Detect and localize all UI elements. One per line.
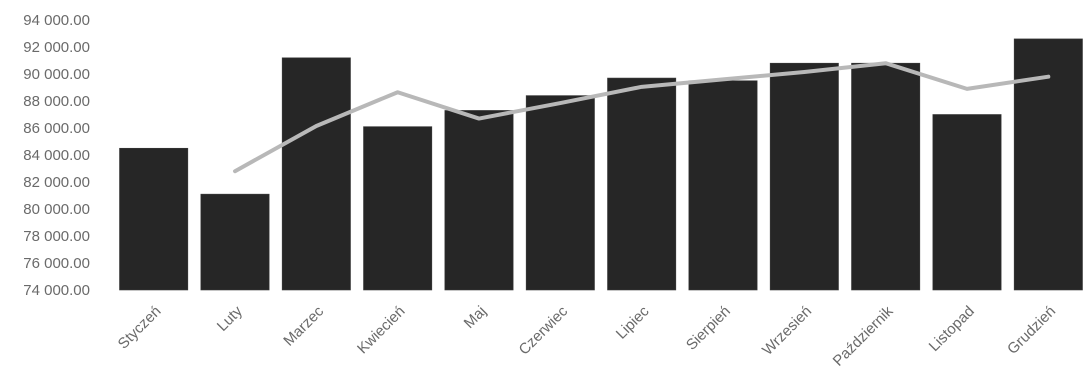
bar <box>444 110 514 291</box>
y-tick-label: 90 000.00 <box>23 66 90 83</box>
x-category-label: Maj <box>461 303 490 332</box>
bar <box>851 62 921 291</box>
x-axis: Styczeń Luty Marzec Kwiecień Maj Czerwiec Lipi… <box>115 302 1059 369</box>
x-category-label: Grudzień <box>1004 303 1059 358</box>
x-category-label: Październik <box>830 302 897 369</box>
y-tick-label: 94 000.00 <box>23 12 90 29</box>
y-tick-label: 88 000.00 <box>23 93 90 110</box>
x-category-label: Styczeń <box>115 303 165 353</box>
y-axis: 74 000.00 76 000.00 78 000.00 80 000.00 82 0… <box>23 12 90 299</box>
x-category-label: Kwiecień <box>354 303 408 357</box>
trend-line <box>233 61 1051 174</box>
y-tick-label: 78 000.00 <box>23 228 90 245</box>
bar <box>363 126 433 291</box>
y-tick-label: 80 000.00 <box>23 201 90 218</box>
x-category-label: Sierpień <box>683 303 734 354</box>
bars <box>119 38 1083 291</box>
bar <box>688 80 758 291</box>
x-category-label: Czerwiec <box>516 302 572 358</box>
bar <box>281 57 351 291</box>
y-tick-label: 74 000.00 <box>23 282 90 299</box>
x-category-label: Lipiec <box>613 302 653 342</box>
trend-line-layer <box>233 61 1051 174</box>
x-category-label: Wrzesień <box>759 303 815 359</box>
y-tick-label: 82 000.00 <box>23 174 90 191</box>
bar <box>200 193 270 291</box>
y-tick-label: 92 000.00 <box>23 39 90 56</box>
y-tick-label: 76 000.00 <box>23 255 90 272</box>
x-category-label: Listopad <box>926 303 978 355</box>
bar <box>769 62 839 291</box>
bar <box>932 114 1002 291</box>
bar <box>607 77 677 291</box>
x-category-label: Luty <box>214 302 246 334</box>
x-category-label: Marzec <box>280 302 327 349</box>
y-tick-label: 84 000.00 <box>23 147 90 164</box>
bar <box>525 95 595 291</box>
y-tick-label: 86 000.00 <box>23 120 90 137</box>
bar <box>119 147 189 291</box>
